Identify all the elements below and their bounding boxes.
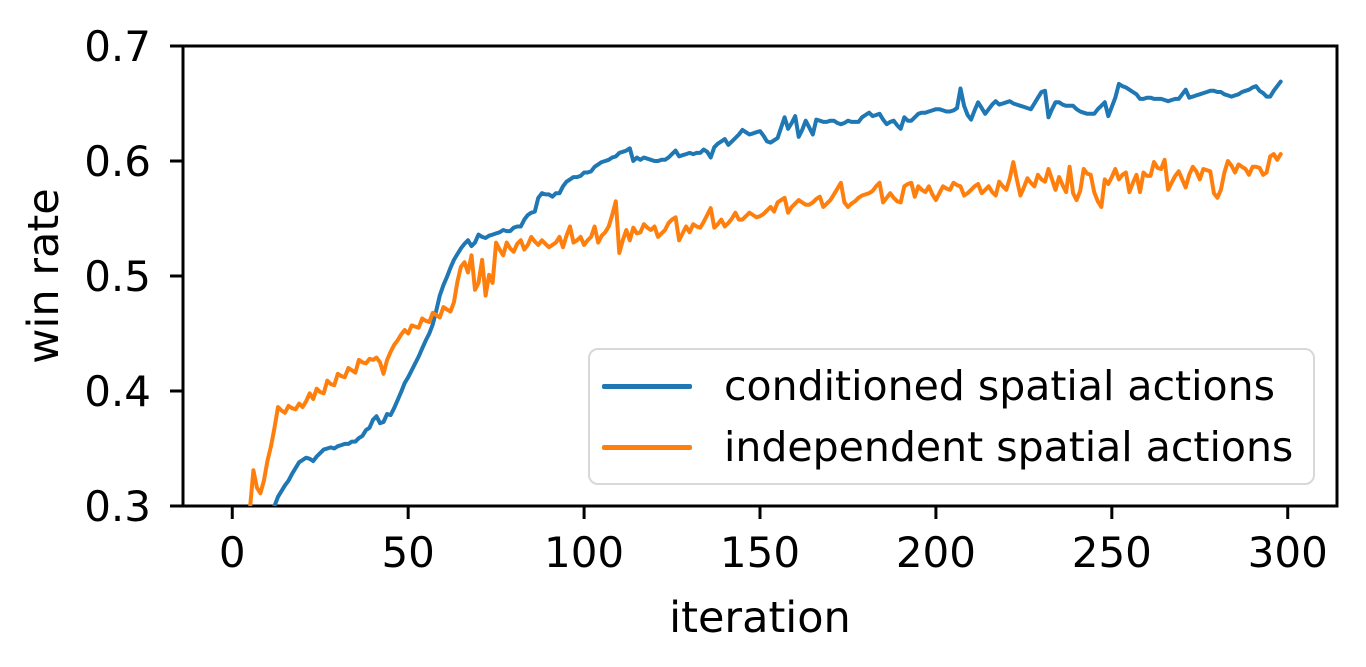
y-axis-tick-labels: 0.3 0.4 0.5 0.6 0.7 [84,22,151,531]
x-tick-label: 50 [381,528,434,577]
y-tick-label: 0.7 [84,22,151,71]
legend: conditioned spatial actions independent … [588,348,1315,485]
y-tick-label: 0.5 [84,252,151,301]
x-tick-label: 150 [720,528,800,577]
legend-label: independent spatial actions [724,422,1294,471]
y-axis-label: win rate [19,188,69,363]
x-axis-tick-labels: 0 50 100 150 200 250 300 [219,528,1328,577]
y-axis-ticks [170,44,183,508]
x-tick-label: 100 [544,528,624,577]
legend-line-sample-orange [602,444,692,450]
y-tick-label: 0.3 [84,482,151,531]
x-tick-label: 250 [1072,528,1152,577]
legend-item-conditioned: conditioned spatial actions [590,356,1313,417]
x-tick-label: 300 [1248,528,1328,577]
series-line-independent-spatial-actions [248,152,1283,506]
x-axis-ticks [230,506,1290,519]
x-tick-label: 200 [896,528,976,577]
x-axis-label: iteration [669,593,851,643]
legend-item-independent: independent spatial actions [590,417,1313,478]
y-tick-label: 0.6 [84,137,151,186]
y-tick-label: 0.4 [84,367,151,416]
x-tick-label: 0 [219,528,246,577]
legend-line-sample-blue [602,383,692,389]
legend-label: conditioned spatial actions [724,361,1275,410]
series-line-conditioned-spatial-actions [272,79,1283,506]
